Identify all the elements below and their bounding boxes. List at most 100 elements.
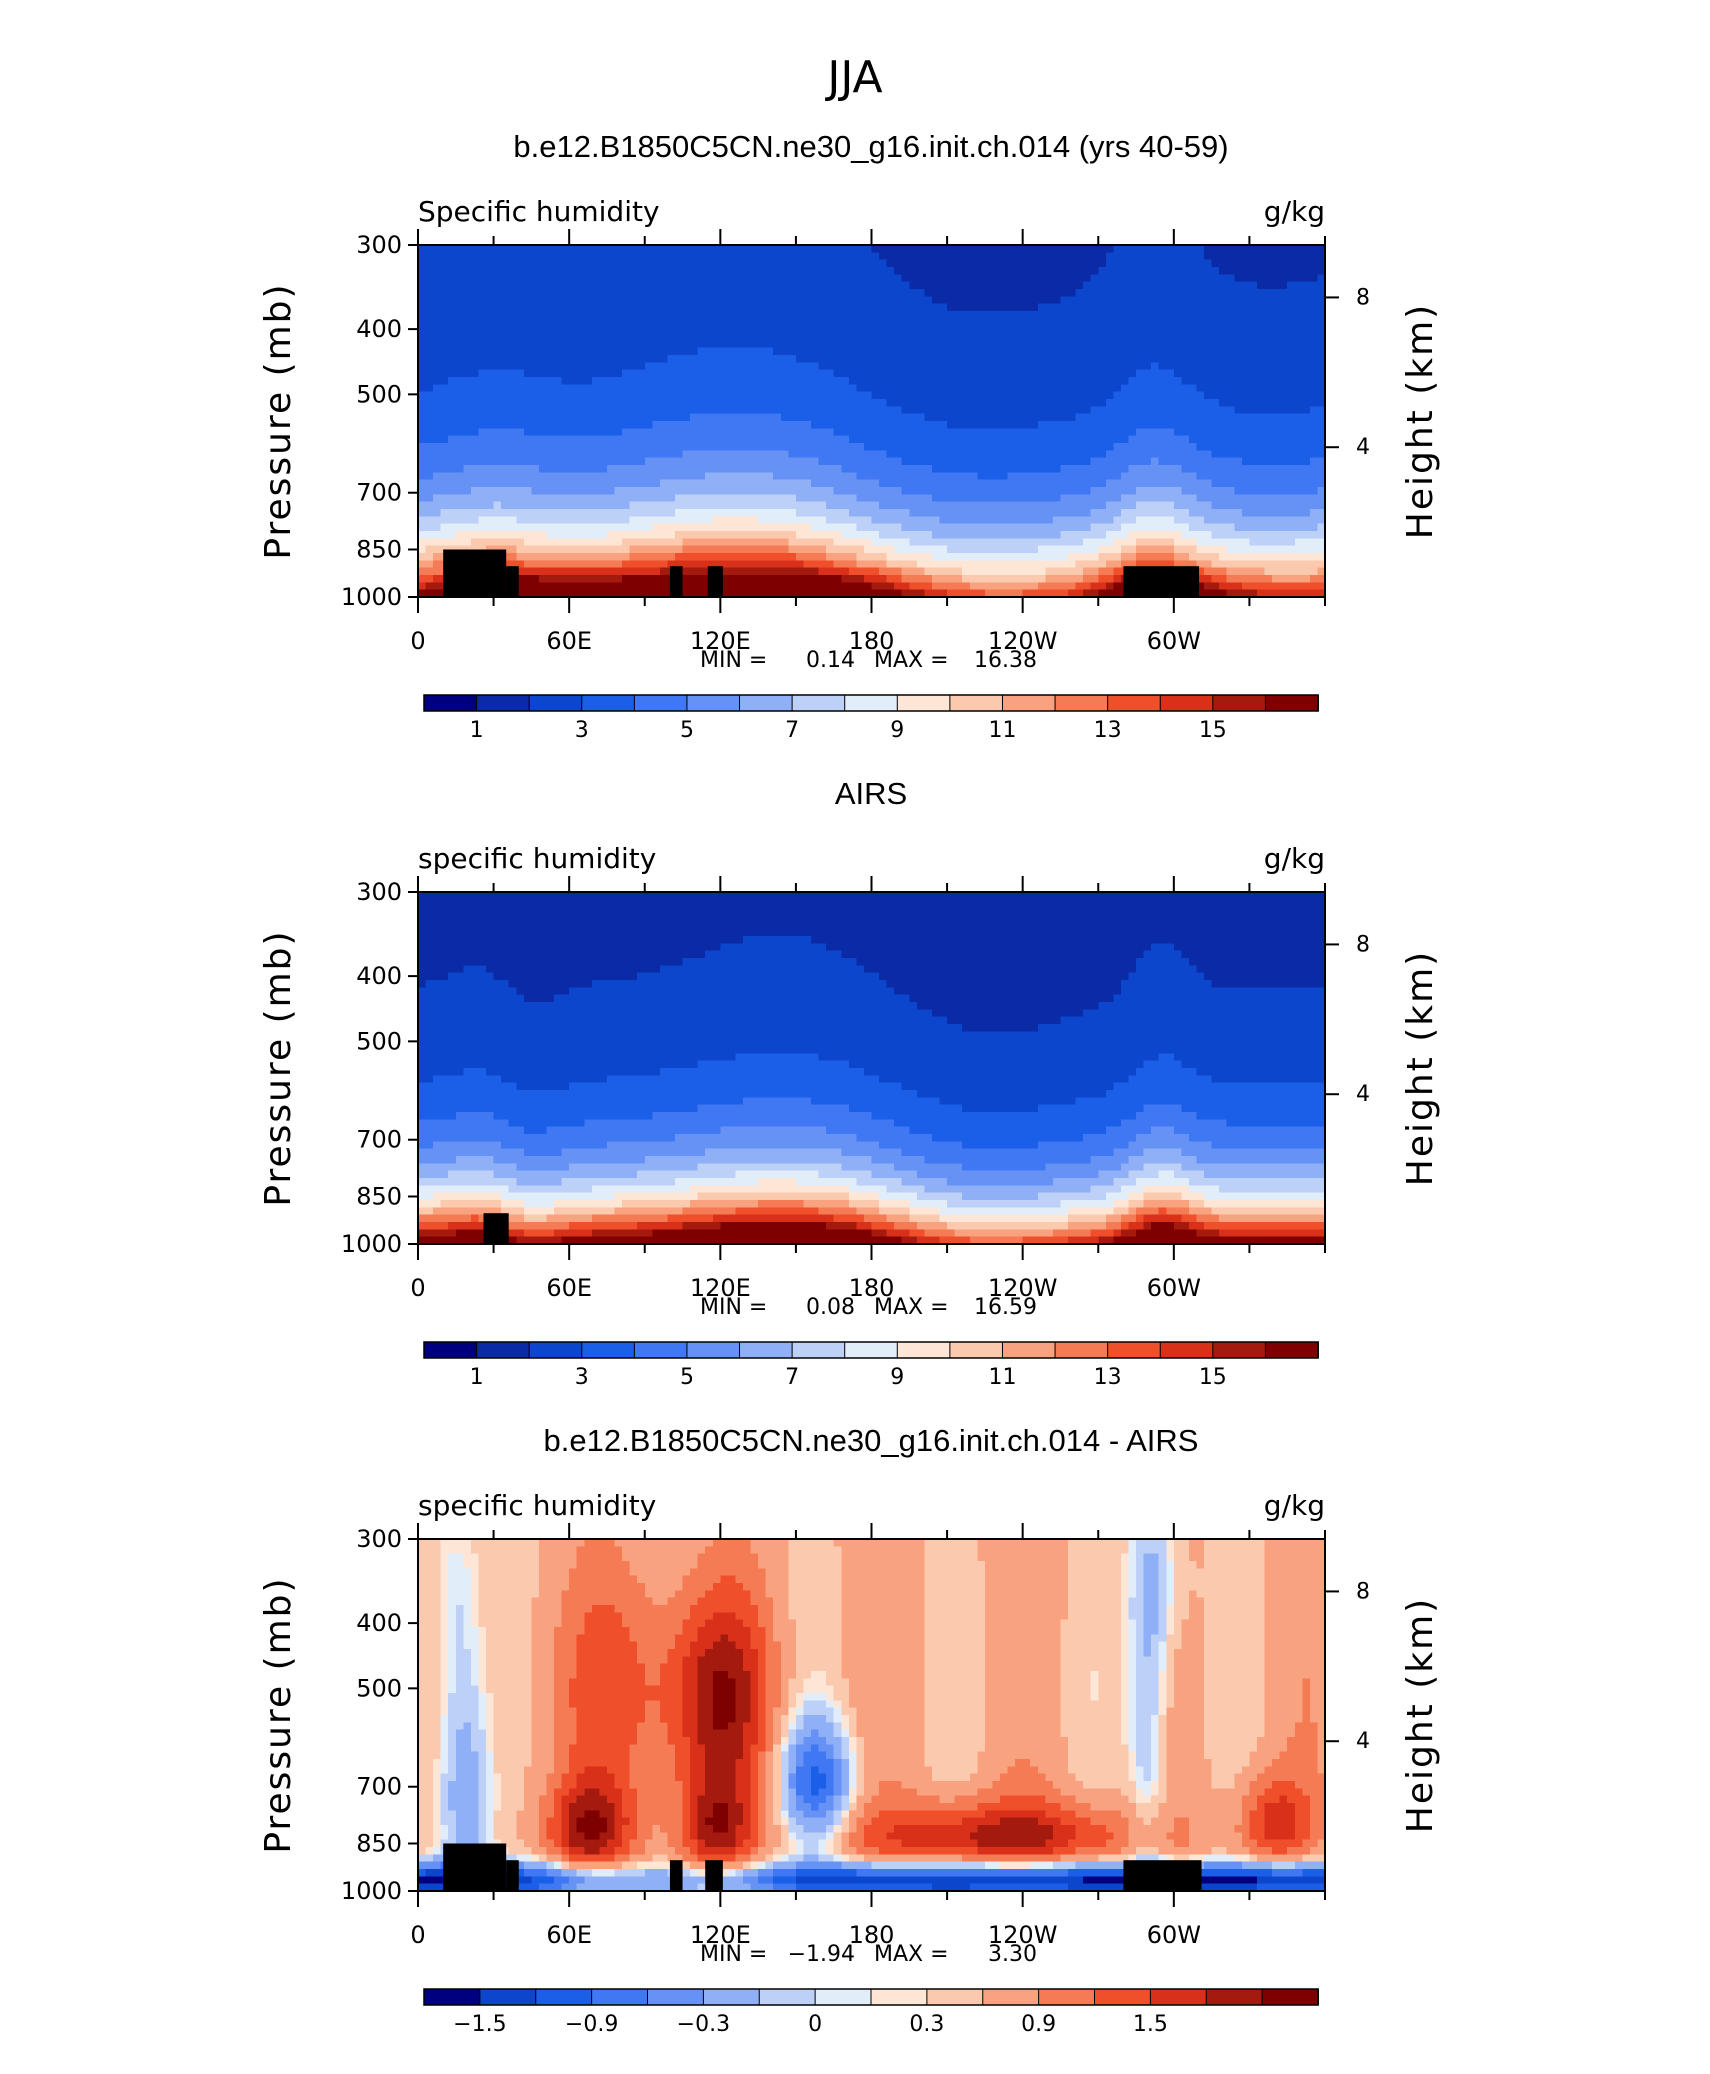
colorbar-label: 15	[1199, 1365, 1227, 1390]
colorbar-swatch	[949, 694, 1004, 712]
units-label: g/kg	[1264, 842, 1325, 875]
y-tick-label: 400	[356, 962, 402, 990]
y-right-axis-label: Height (km)	[1400, 1597, 1441, 1833]
variable-label: Specific humidity	[418, 195, 660, 228]
x-tick-label: 180	[849, 1274, 895, 1302]
colorbar-label: 1.5	[1133, 2012, 1168, 2037]
colorbar-swatch	[791, 694, 846, 712]
y-right-tick-label: 4	[1356, 1729, 1370, 1754]
colorbar-swatch	[1038, 1988, 1096, 2006]
contour-field	[418, 892, 1326, 1245]
colorbar-swatch	[1264, 694, 1319, 712]
topography-mask	[443, 549, 507, 597]
y-tick-label: 700	[356, 479, 402, 507]
colorbar-swatch	[581, 1341, 636, 1359]
x-tick-label: 120W	[988, 1921, 1058, 1949]
panels: b.e12.B1850C5CN.ne30_g16.init.ch.014 (yr…	[258, 129, 1441, 2037]
colorbar-swatch	[1261, 1988, 1319, 2006]
colorbar-label: 0	[808, 2012, 822, 2037]
colorbar-label: −0.9	[565, 2012, 618, 2037]
colorbar-swatch	[896, 694, 951, 712]
colorbar-swatch	[581, 694, 636, 712]
page-title: JJA	[824, 52, 882, 103]
topography-mask	[669, 566, 683, 597]
max-label: MAX =	[874, 1295, 949, 1320]
colorbar-swatch	[739, 694, 794, 712]
colorbar-label: 3	[575, 718, 589, 743]
topography-mask	[506, 566, 519, 597]
colorbar: −1.5 −0.9 −0.3 0 0.3 0.9 1.5	[423, 1988, 1319, 2037]
colorbar-swatch	[896, 1341, 951, 1359]
colorbar-label: −0.3	[677, 2012, 730, 2037]
x-tick-label: 120W	[988, 1274, 1058, 1302]
colorbar-swatch	[1264, 1341, 1319, 1359]
x-tick-label: 120E	[690, 1921, 751, 1949]
units-label: g/kg	[1264, 195, 1325, 228]
topography-mask	[483, 1213, 509, 1244]
y-right-tick-label: 4	[1356, 435, 1370, 460]
x-tick-label: 60E	[546, 1921, 592, 1949]
min-label: MIN =	[700, 1942, 767, 1967]
colorbar-swatch	[1212, 1341, 1267, 1359]
colorbar-swatch	[1001, 694, 1056, 712]
topography-mask	[705, 1860, 723, 1891]
colorbar-swatch	[1205, 1988, 1264, 2006]
x-tick-label: 60E	[546, 627, 592, 655]
max-value: 16.38	[974, 648, 1037, 673]
y-tick-label: 700	[356, 1773, 402, 1801]
y-right-tick-label: 4	[1356, 1082, 1370, 1107]
colorbar: 1 3 5 7 9 11 13 15	[423, 694, 1319, 743]
y-tick-label: 400	[356, 1609, 402, 1637]
colorbar-swatch	[476, 694, 531, 712]
contour-field	[418, 245, 1326, 598]
min-value: −1.94	[788, 1942, 855, 1967]
y-axis-label: Pressure (mb)	[258, 1576, 299, 1853]
x-tick-label: 60W	[1147, 627, 1201, 655]
colorbar-swatch	[423, 1988, 481, 2006]
colorbar: 1 3 5 7 9 11 13 15	[423, 1341, 1319, 1390]
y-tick-label: 1000	[341, 1230, 402, 1258]
colorbar-swatch	[535, 1988, 593, 2006]
y-tick-label: 850	[356, 1829, 402, 1857]
y-tick-label: 500	[356, 380, 402, 408]
colorbar-label: 11	[988, 1365, 1016, 1390]
panel-title: b.e12.B1850C5CN.ne30_g16.init.ch.014 (yr…	[513, 129, 1228, 164]
colorbar-label: 3	[575, 1365, 589, 1390]
topography-mask	[506, 1860, 519, 1891]
y-tick-label: 850	[356, 535, 402, 563]
colorbar-swatch	[1054, 694, 1109, 712]
colorbar-swatch	[1159, 1341, 1214, 1359]
units-label: g/kg	[1264, 1489, 1325, 1522]
colorbar-label: −1.5	[453, 2012, 506, 2037]
colorbar-swatch	[479, 1988, 537, 2006]
colorbar-frame	[423, 1988, 1319, 2006]
x-tick-label: 60W	[1147, 1274, 1201, 1302]
x-tick-label: 0	[410, 627, 425, 655]
y-right-tick-label: 8	[1356, 932, 1370, 957]
x-tick-label: 60W	[1147, 1921, 1201, 1949]
colorbar-frame	[423, 694, 1319, 712]
colorbar-swatch	[949, 1341, 1004, 1359]
colorbar-swatch	[702, 1988, 761, 2006]
y-right-tick-label: 8	[1356, 285, 1370, 310]
colorbar-label: 0.9	[1021, 2012, 1056, 2037]
colorbar-swatch	[633, 1341, 688, 1359]
max-label: MAX =	[874, 1942, 949, 1967]
colorbar-swatch	[528, 1341, 583, 1359]
variable-label: specific humidity	[418, 1489, 656, 1522]
colorbar-swatch	[1001, 1341, 1056, 1359]
x-tick-label: 180	[849, 627, 895, 655]
y-axis-label: Pressure (mb)	[258, 929, 299, 1206]
y-right-tick-label: 8	[1356, 1579, 1370, 1604]
colorbar-label: 15	[1199, 718, 1227, 743]
x-tick-label: 120E	[690, 1274, 751, 1302]
colorbar-swatch	[633, 694, 688, 712]
colorbar-label: 5	[680, 1365, 694, 1390]
colorbar-swatch	[982, 1988, 1040, 2006]
colorbar-swatch	[476, 1341, 531, 1359]
x-tick-label: 120E	[690, 627, 751, 655]
colorbar-frame	[423, 1341, 1319, 1359]
colorbar-swatch	[1107, 1341, 1162, 1359]
